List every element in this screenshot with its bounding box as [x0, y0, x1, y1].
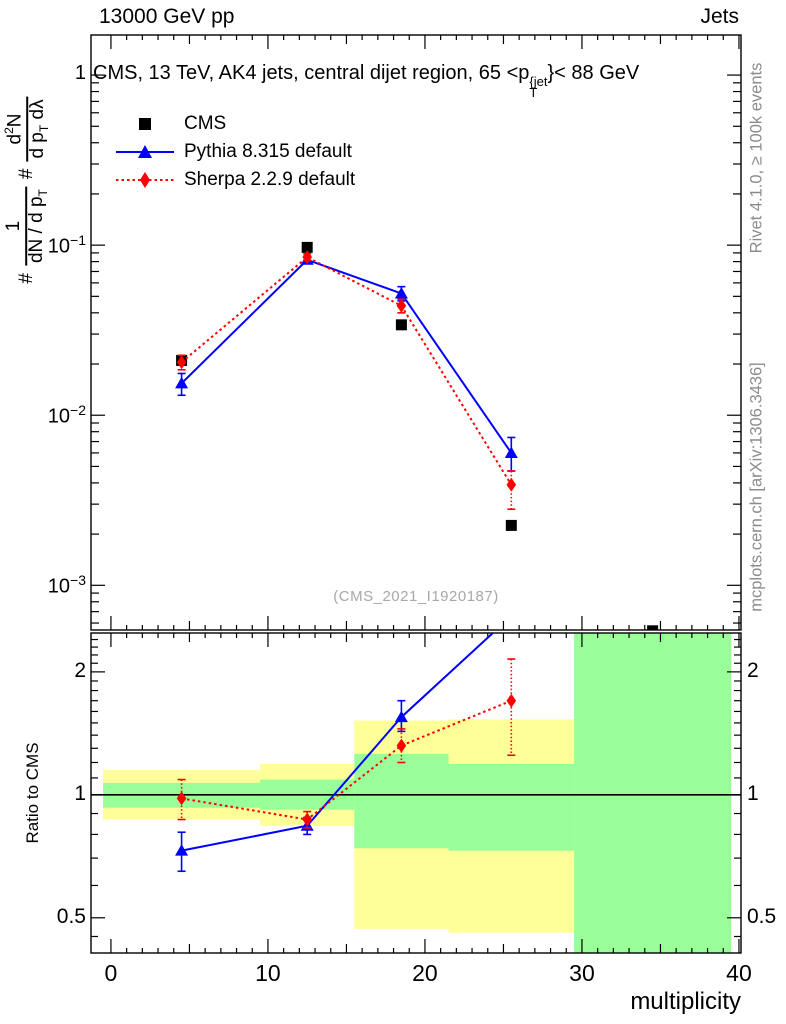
ratio-panel-frame [90, 632, 742, 954]
plot-title-pre: CMS, 13 TeV, AK4 jets, central dijet reg… [93, 62, 530, 84]
main-pythia-group [175, 253, 518, 472]
y-axis-hash-1: # [16, 273, 37, 284]
sherpa-marker [506, 693, 517, 708]
watermark: (CMS_2021_I1920187) [333, 588, 499, 605]
x-tick-label: 10 [255, 960, 281, 986]
ratio-y-tick-label-right: 0.5 [747, 904, 777, 928]
plot-title-sub: T [529, 85, 538, 100]
ratio-pythia-line [181, 633, 495, 852]
legend-item-sherpa: Sherpa 2.2.9 default [114, 166, 355, 194]
cms-marker [647, 625, 659, 630]
axis-ticks [91, 35, 741, 953]
legend-marker-box [114, 114, 176, 134]
legend-label-cms: CMS [184, 113, 227, 134]
plot-title-post: }< 88 GeV [547, 62, 640, 84]
ratio-sherpa-line [181, 699, 512, 821]
x-tick-label: 0 [104, 960, 118, 986]
legend: CMS Pythia 8.315 default Sherpa 2.2.9 defa… [114, 110, 355, 194]
cms-marker [395, 319, 407, 331]
pythia-marker [394, 710, 408, 723]
plot-title-supsub: {jet T [529, 74, 548, 100]
ratio-y-tick-label-left: 1 [74, 781, 86, 805]
x-tick-label: 30 [569, 960, 595, 986]
sherpa-marker [506, 477, 517, 492]
legend-marker-cms [139, 118, 151, 130]
ratio-sherpa-group [176, 658, 517, 829]
main-y-tick-label: 10−2 [47, 402, 86, 428]
legend-marker-sherpa [116, 172, 174, 188]
y-axis-hash-2: # [16, 168, 37, 180]
stat-uncertainty-band [354, 753, 449, 849]
pythia-marker [175, 844, 189, 856]
main-y-tick-label: 10−1 [47, 232, 86, 258]
sherpa-marker [176, 355, 187, 370]
stat-uncertainty-band [448, 763, 575, 851]
y-axis-frac2-den: d pT dλ [26, 96, 51, 162]
x-tick-label: 40 [726, 960, 752, 986]
main-sherpa-line [180, 255, 513, 486]
main-panel-frame [90, 34, 742, 631]
y-axis-frac2-num: d2N [2, 113, 26, 145]
pythia-marker [504, 446, 518, 458]
cms-marker [505, 519, 517, 531]
main-y-tick-label: 10−3 [47, 572, 86, 598]
pythia-marker [175, 376, 189, 389]
cms-marker [301, 241, 313, 253]
main-sherpa-group [176, 250, 517, 511]
rivet-version-text: Rivet 4.1.0, ≥ 100k events [747, 62, 766, 254]
analysis-topic-title: Jets [700, 5, 739, 28]
legend-marker-box [114, 170, 176, 190]
x-axis-title: multiplicity [630, 988, 741, 1015]
ratio-y-tick-label-left: 2 [74, 658, 86, 682]
sherpa-marker [176, 791, 187, 806]
sherpa-marker [396, 738, 407, 753]
sherpa-marker [302, 812, 312, 827]
beam-energy-title: 13000 GeV pp [99, 5, 235, 28]
main-y-tick-label: 1 [74, 62, 86, 85]
plot-title: CMS, 13 TeV, AK4 jets, central dijet reg… [93, 62, 640, 100]
ratio-y-tick-label-right: 1 [747, 781, 759, 805]
ratio-uncertainty-bands [103, 633, 732, 953]
ratio-y-tick-label-right: 2 [747, 658, 759, 682]
legend-label-pythia: Pythia 8.315 default [184, 141, 352, 162]
sherpa-marker [302, 250, 312, 265]
legend-marker-box [114, 142, 176, 162]
y-axis-frac-2: d2N d pT dλ [2, 96, 51, 162]
main-pythia-line [180, 258, 513, 454]
sherpa-marker [396, 298, 407, 313]
x-tick-label: 20 [412, 960, 438, 986]
plot-title-sup: {jet [529, 74, 548, 89]
legend-label-sherpa: Sherpa 2.2.9 default [184, 169, 356, 190]
pythia-marker [505, 610, 518, 622]
ratio-y-tick-label-left: 0.5 [56, 904, 86, 928]
legend-marker-pythia [116, 145, 174, 158]
stat-uncertainty-band [574, 633, 732, 953]
legend-item-pythia: Pythia 8.315 default [114, 138, 355, 166]
legend-item-cms: CMS [114, 110, 355, 138]
mcplots-arxiv-text: mcplots.cern.ch [arXiv:1306.3436] [747, 362, 766, 612]
pythia-marker [394, 286, 408, 299]
main-cms-group [176, 241, 659, 630]
